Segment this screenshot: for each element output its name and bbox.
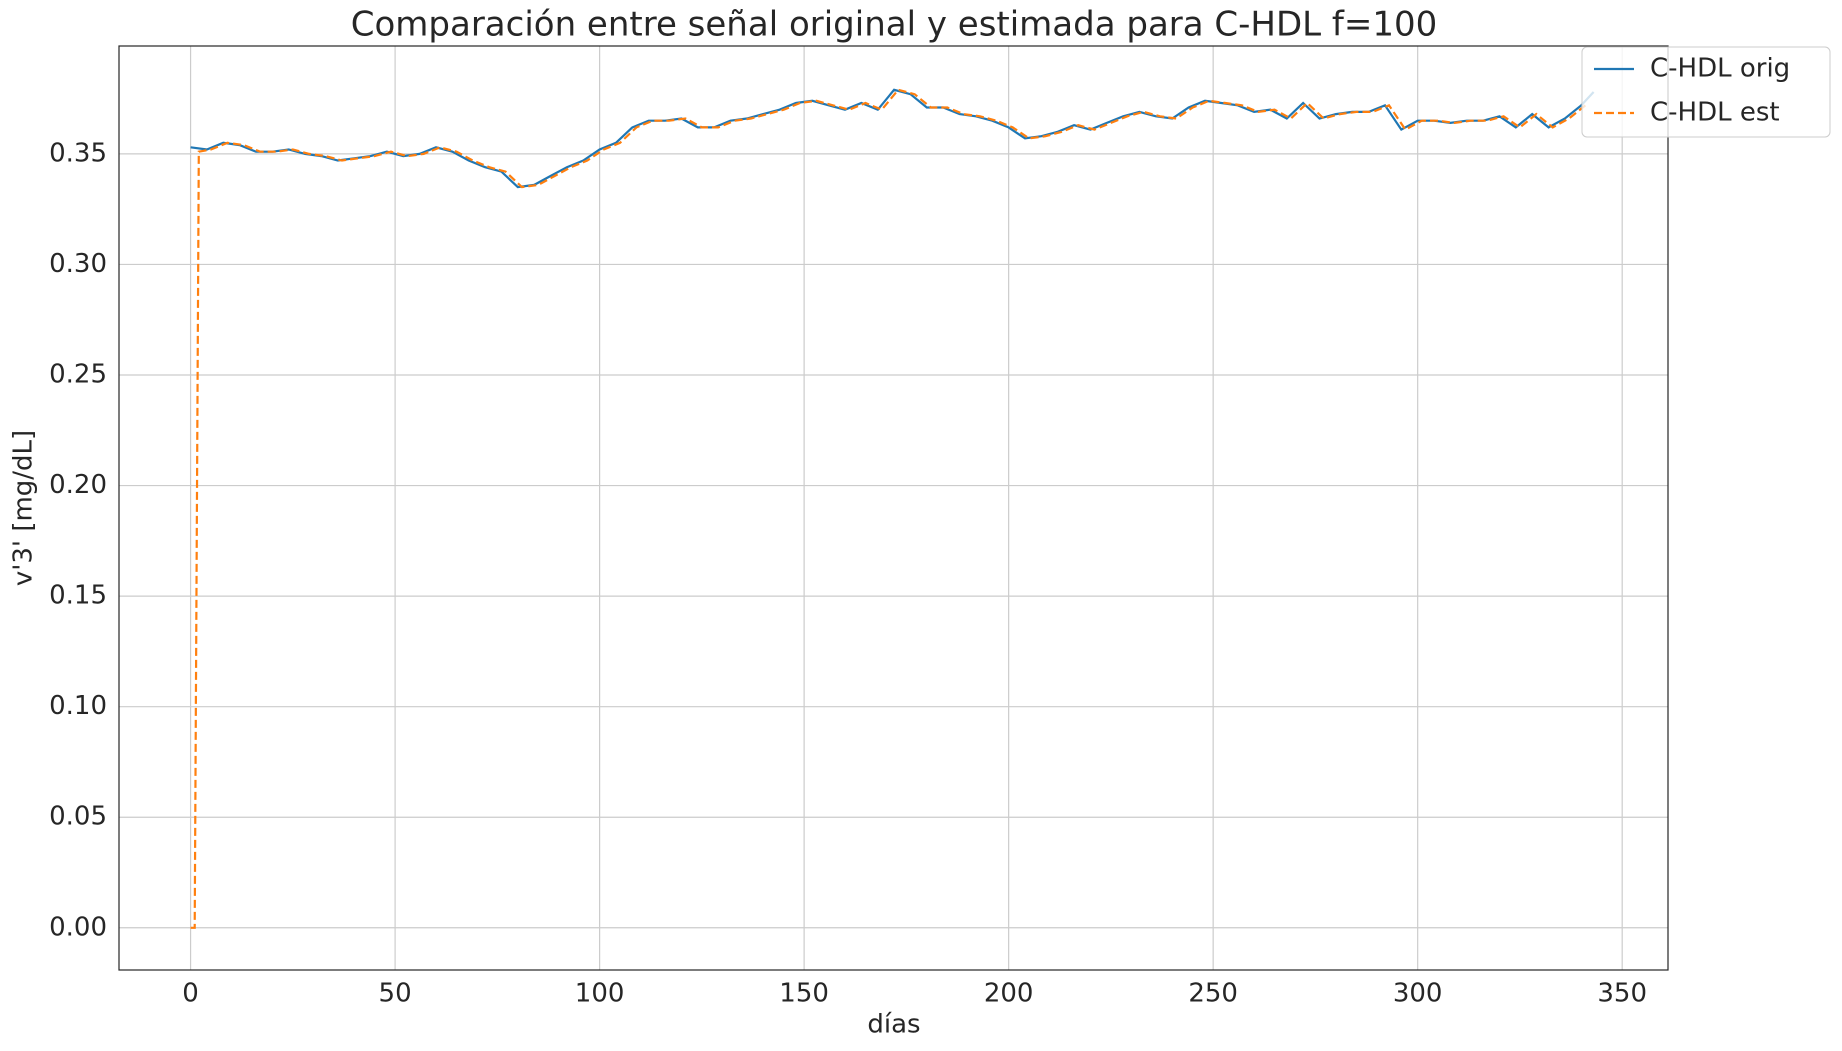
legend-label: C-HDL orig bbox=[1650, 54, 1790, 84]
chart-title: Comparación entre señal original y estim… bbox=[351, 5, 1438, 45]
y-tick-label: 0.05 bbox=[49, 802, 107, 832]
y-tick-label: 0.30 bbox=[49, 249, 107, 279]
y-tick-label: 0.20 bbox=[49, 470, 107, 500]
x-tick-label: 100 bbox=[575, 979, 625, 1009]
y-tick-label: 0.00 bbox=[49, 912, 107, 942]
y-tick-label: 0.25 bbox=[49, 360, 107, 390]
line-series bbox=[190, 88, 1595, 189]
x-tick-label: 350 bbox=[1597, 979, 1647, 1009]
x-tick-label: 150 bbox=[779, 979, 829, 1009]
y-tick-label: 0.10 bbox=[49, 691, 107, 721]
legend-box bbox=[1581, 46, 1831, 138]
x-tick-label: 300 bbox=[1393, 979, 1443, 1009]
y-tick-label: 0.15 bbox=[49, 581, 107, 611]
x-axis-label: días bbox=[867, 1010, 920, 1040]
line-series bbox=[190, 88, 1587, 929]
x-tick-label: 0 bbox=[182, 979, 199, 1009]
plot-frame bbox=[118, 45, 1669, 971]
y-tick-label: 0.35 bbox=[49, 138, 107, 168]
legend-label: C-HDL est bbox=[1650, 98, 1780, 128]
x-tick-label: 50 bbox=[379, 979, 412, 1009]
y-axis-label: v'3' [mg/dL] bbox=[9, 430, 39, 586]
x-tick-label: 250 bbox=[1188, 979, 1238, 1009]
x-tick-label: 200 bbox=[984, 979, 1034, 1009]
